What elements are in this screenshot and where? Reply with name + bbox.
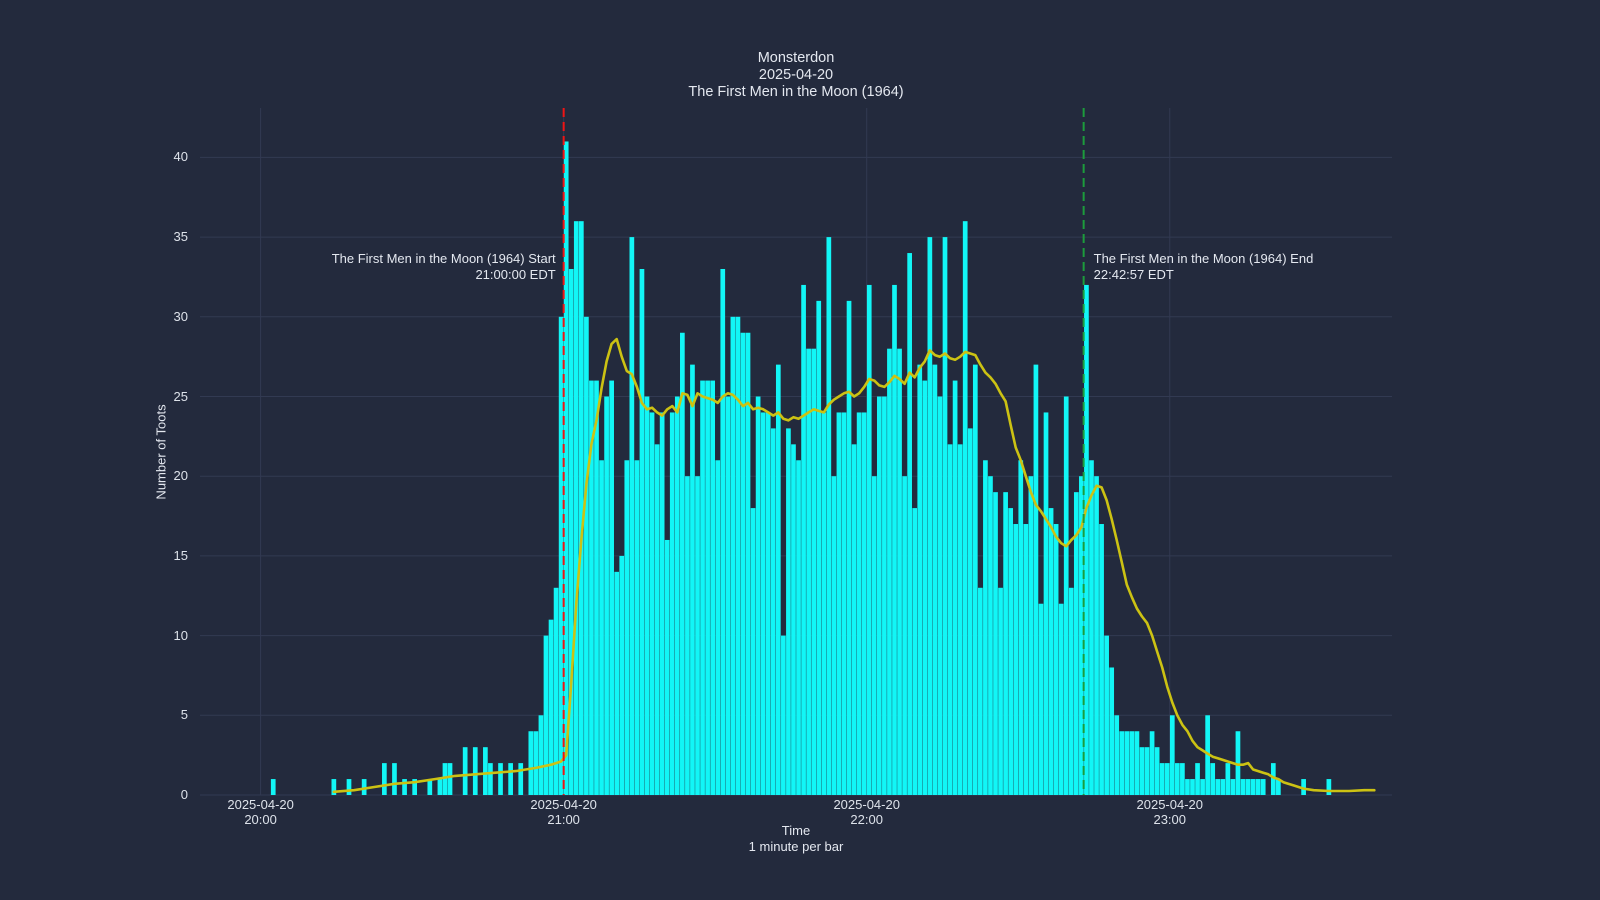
chart-title-line-1: Monsterdon (757, 50, 835, 66)
movie-start-annotation-time: 21:00:00 EDT (475, 267, 556, 282)
chart-title: Monsterdon 2025-04-20 The First Men in t… (688, 50, 903, 101)
y-tick-label: 0 (180, 787, 188, 802)
x-axis-title-line-2: 1 minute per bar (748, 839, 844, 854)
movie-start-annotation: The First Men in the Moon (1964) Start 2… (332, 251, 556, 283)
x-tick-label: 2025-04-20 23:00 (1136, 797, 1204, 827)
x-tick-label: 2025-04-20 20:00 (227, 797, 294, 827)
y-tick-label: 15 (173, 547, 188, 563)
y-tick-label: 20 (173, 468, 188, 484)
x-axis-title: Time 1 minute per bar (749, 823, 844, 855)
movie-start-annotation-text: The First Men in the Moon (1964) Start (331, 251, 556, 266)
movie-end-annotation-text: The First Men in the Moon (1964) End (1093, 251, 1314, 266)
chart-title-line-2: 2025-04-20 (758, 67, 834, 83)
y-tick-label: 35 (173, 229, 188, 245)
movie-end-annotation: The First Men in the Moon (1964) End 22:… (1094, 251, 1314, 283)
x-tick-label: 2025-04-20 21:00 (530, 797, 597, 827)
y-tick-label: 5 (180, 707, 188, 723)
y-tick-label: 30 (173, 308, 188, 324)
y-tick-label: 25 (173, 388, 188, 404)
y-axis-title: Number of Toots (153, 403, 169, 500)
movie-end-annotation-time: 22:42:57 EDT (1093, 267, 1174, 282)
x-tick-label: 2025-04-20 22:00 (833, 797, 900, 827)
chart-title-line-3: The First Men in the Moon (1964) (688, 84, 904, 100)
y-tick-label: 40 (173, 149, 188, 165)
x-axis-title-line-1: Time (781, 823, 811, 838)
y-tick-label: 10 (173, 627, 188, 643)
